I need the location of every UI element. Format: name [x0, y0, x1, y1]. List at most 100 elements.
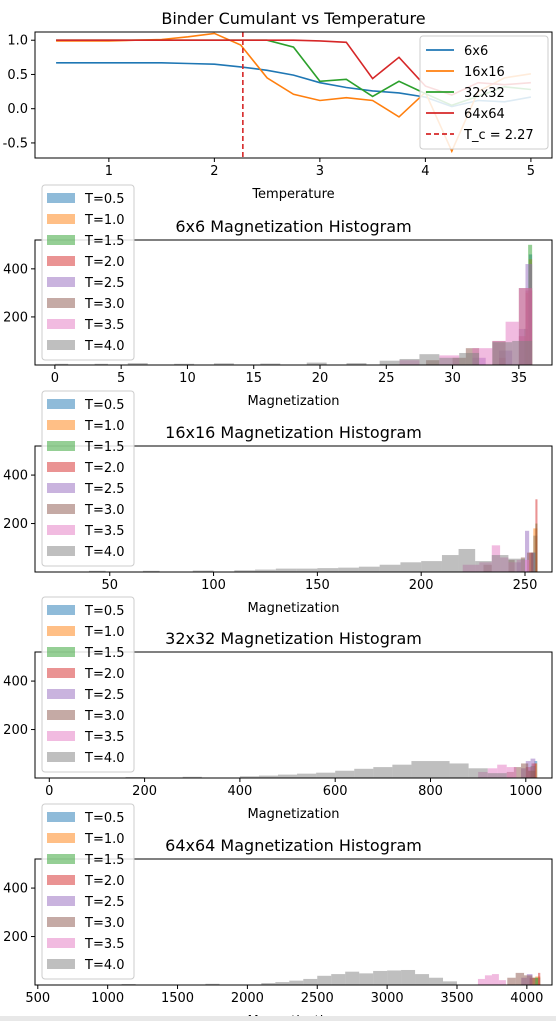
legend-swatch: [47, 319, 75, 329]
hist-bar-T=4.0: [379, 360, 400, 365]
x-tick-label: 15: [245, 371, 262, 386]
hist-bar-T=3.5: [487, 768, 498, 778]
hist-bar-T=4.0: [354, 768, 374, 778]
hist-bar-T=4.0: [441, 555, 459, 572]
data-layer: [88, 499, 538, 572]
legend-swatch: [47, 235, 75, 245]
x-tick-label: 200: [132, 784, 157, 799]
hist-bar-T=4.0: [258, 775, 279, 778]
hist-bar-T=4.0: [459, 352, 480, 365]
hist-bar-T=4.0: [275, 982, 290, 985]
hist-bar-T=3.5: [497, 764, 507, 778]
legend-label: T=2.0: [84, 874, 125, 889]
y-tick-label: 200: [3, 723, 28, 738]
hist-bar-T=4.0: [275, 568, 297, 572]
legend-label: T=2.0: [84, 667, 125, 682]
hist-bar-T=4.0: [358, 566, 380, 572]
legend-label: T=3.0: [84, 503, 125, 518]
x-tick-label: 1: [105, 164, 113, 179]
legend-swatch: [47, 546, 75, 556]
hist-bar-T=4.0: [411, 761, 431, 778]
hist-bar-T=4.0: [359, 973, 374, 985]
hist-bar-T=4.0: [88, 570, 106, 572]
x-tick-label: 2000: [231, 991, 264, 1006]
legend-label: 16x16: [464, 65, 505, 80]
hist-bar-T=4.0: [306, 362, 327, 365]
hist-bar-T=4.0: [205, 983, 220, 985]
x-tick-label: 1000: [509, 784, 542, 799]
y-tick-label: 400: [3, 882, 28, 897]
hist-bar-T=4.0: [142, 570, 160, 572]
legend-swatch: [47, 854, 75, 864]
x-tick-label: 150: [305, 578, 330, 593]
y-tick-label: 1.0: [7, 34, 28, 49]
hist-bar-T=4.0: [475, 561, 492, 572]
chart-1: 6x6 Magnetization Histogram 0 5 10 15 20 25 30 3…: [3, 184, 553, 409]
axes-frame: [34, 239, 553, 366]
legend-swatch: [47, 504, 75, 514]
legend: 6x6 16x16 32x32 64x64 T_c = 2.27: [419, 35, 549, 150]
axes-frame: [34, 31, 553, 159]
hist-bar-T=4.0: [373, 767, 393, 778]
hist-bar-T=3.5: [498, 980, 506, 985]
legend-label: T=4.0: [84, 751, 125, 766]
x-tick-label: 35: [511, 371, 528, 386]
legend-swatch: [47, 812, 75, 822]
x-tick-label: 10: [179, 371, 196, 386]
legend-label: T=0.5: [84, 192, 125, 207]
hist-bar-T=4.0: [289, 980, 304, 985]
legend: T=0.5 T=1.0 T=1.5 T=2.0 T=2.5 T=3.0 T=3.5 T=4.0: [41, 803, 135, 980]
legend-box: [41, 390, 135, 567]
legend-label: T=3.0: [84, 916, 125, 931]
hist-bar-T=3.0: [507, 977, 516, 985]
x-tick-label: 2: [210, 164, 218, 179]
legend-swatch: [47, 298, 75, 308]
legend-label: T=1.5: [84, 440, 125, 455]
legend-swatch: [47, 277, 75, 287]
legend-label: T=0.5: [84, 604, 125, 619]
legend-swatch: [47, 833, 75, 843]
hist-bar-T=4.0: [415, 974, 430, 985]
hist-bar-T=4.0: [317, 568, 339, 572]
x-axis-label: Magnetization: [247, 807, 339, 822]
hist-bar-T=4.0: [261, 983, 276, 985]
y-tick-label: -0.5: [3, 136, 28, 151]
legend-label: 32x32: [464, 86, 505, 101]
legend-swatch: [47, 420, 75, 430]
legend-label: 6x6: [464, 44, 488, 59]
legend-label: T=2.0: [84, 255, 125, 270]
chart-0: Binder Cumulant vs Temperature 1 2 3 4 5 1.0 0.…: [3, 9, 553, 202]
x-tick-label: 800: [418, 784, 443, 799]
legend-swatch: [47, 710, 75, 720]
y-tick-label: 400: [3, 675, 28, 690]
legend-swatch: [47, 917, 75, 927]
hist-bar-T=4.0: [491, 555, 509, 572]
legend-label: T=0.5: [84, 398, 125, 413]
legend-label: T=0.5: [84, 811, 125, 826]
legend-swatch: [47, 938, 75, 948]
x-tick-label: 400: [227, 784, 252, 799]
legend-label: T_c = 2.27: [463, 128, 534, 143]
legend-label: T=1.0: [84, 213, 125, 228]
legend-label: T=1.0: [84, 832, 125, 847]
hist-bar-T=4.0: [392, 764, 412, 778]
hist-bar-T=4.0: [213, 363, 234, 365]
y-tick-label: 400: [3, 262, 28, 277]
x-tick-label: 250: [513, 578, 538, 593]
legend-swatch: [47, 193, 75, 203]
hist-bar-T=4.0: [401, 969, 416, 985]
x-tick-label: 600: [323, 784, 348, 799]
legend-box: [41, 184, 135, 361]
legend-swatch: [47, 896, 75, 906]
hist-bar-T=3.0: [521, 763, 529, 778]
hist-bar-T=4.0: [316, 772, 336, 778]
hist-bar-T=4.0: [443, 981, 457, 985]
legend-label: T=2.5: [84, 688, 125, 703]
legend-swatch: [47, 875, 75, 885]
legend-label: T=1.5: [84, 234, 125, 249]
legend-swatch: [47, 647, 75, 657]
x-tick-label: 3: [316, 164, 324, 179]
legend: T=0.5 T=1.0 T=1.5 T=2.0 T=2.5 T=3.0 T=3.5 T=4.0: [41, 184, 135, 361]
x-tick-label: 20: [312, 371, 329, 386]
legend-swatch: [47, 689, 75, 699]
